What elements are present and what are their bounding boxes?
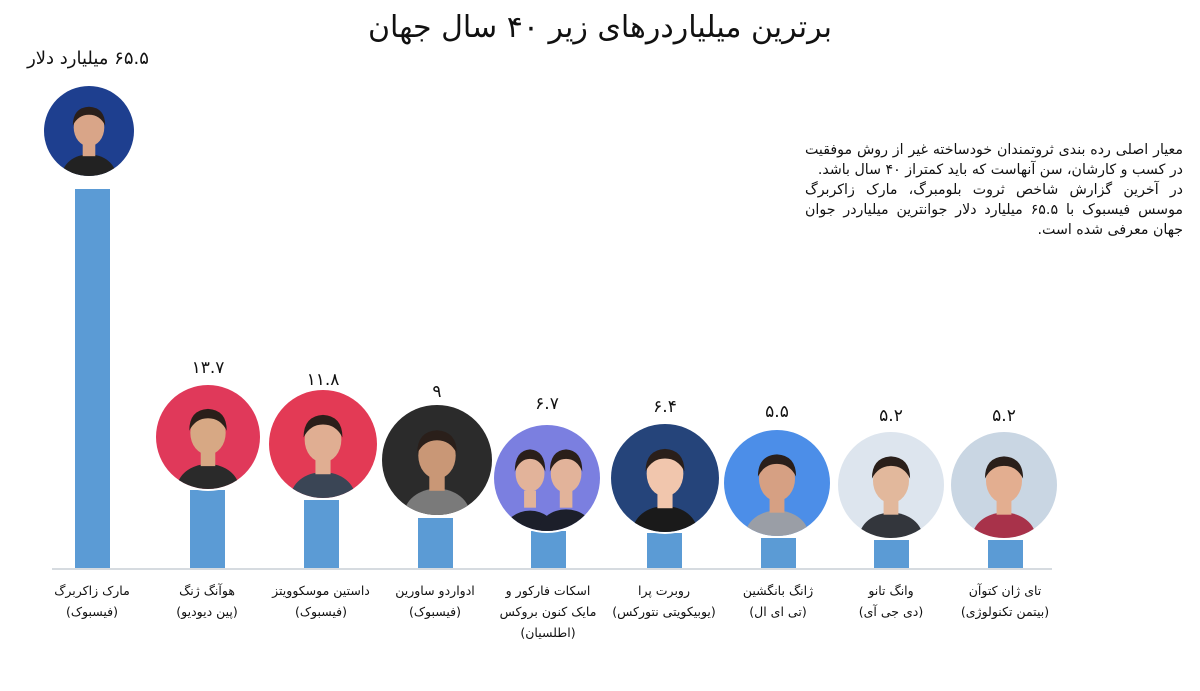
person-name: داستین موسکوویتز bbox=[272, 583, 370, 598]
company-name: (یوبیکویتی نتورکس) bbox=[612, 604, 716, 619]
company-name: (بیتمن تکنولوژی) bbox=[960, 604, 1050, 619]
value-label: ۶.۴ bbox=[653, 397, 677, 417]
bar bbox=[304, 500, 339, 568]
value-label: ۵.۲ bbox=[992, 406, 1016, 426]
note-paragraph-2: در آخرین گزارش شاخص ثروت بلومبرگ، مارک ز… bbox=[805, 182, 1184, 238]
company-name: (فیسبوک) bbox=[294, 604, 348, 619]
person-name: روبرت پرا bbox=[637, 583, 691, 598]
bar bbox=[190, 490, 225, 568]
company-name: (تی ای ال) bbox=[749, 604, 807, 619]
person-name: وانگ تانو bbox=[868, 583, 914, 598]
value-label: ۹ bbox=[432, 382, 442, 402]
category-label: اسکات فارکور و مایک کنون بروکس (اطلسیان) bbox=[488, 580, 608, 643]
person-name: اسکات فارکور و bbox=[505, 583, 591, 598]
category-label: هوآنگ ژنگ (پین دیودیو) bbox=[147, 580, 267, 622]
category-label: تای ژان کتوآن (بیتمن تکنولوژی) bbox=[945, 580, 1065, 622]
value-label: ۵.۲ bbox=[879, 406, 903, 426]
person-avatar bbox=[838, 432, 944, 538]
person-name: ژانگ بانگشین bbox=[742, 583, 814, 598]
bar bbox=[75, 189, 110, 568]
top-value-label: ۶۵.۵ میلیارد دلار bbox=[27, 48, 149, 69]
category-label: روبرت پرا (یوبیکویتی نتورکس) bbox=[604, 580, 724, 622]
person-avatar bbox=[951, 432, 1057, 538]
person-avatar bbox=[269, 390, 377, 498]
bar bbox=[647, 533, 682, 568]
bar bbox=[418, 518, 453, 568]
value-label: ۱۳.۷ bbox=[191, 358, 225, 378]
bar bbox=[988, 540, 1023, 568]
category-label: ژانگ بانگشین (تی ای ال) bbox=[718, 580, 838, 622]
category-label: مارک زاکربرگ (فیسبوک) bbox=[32, 580, 152, 622]
person-avatar bbox=[44, 86, 134, 176]
annotation-note: معیار اصلی رده بندی ثروتمندان خودساخته غ… bbox=[805, 140, 1183, 240]
person-avatar bbox=[156, 385, 260, 489]
person-avatar bbox=[382, 405, 492, 515]
person-avatar bbox=[724, 430, 830, 536]
category-label: وانگ تانو (دی جی آی) bbox=[831, 580, 951, 622]
person-avatar bbox=[494, 425, 600, 531]
category-label: ادواردو ساورین (فیسبوک) bbox=[375, 580, 495, 622]
company-name: (فیسبوک) bbox=[65, 604, 119, 619]
person-name: مارک زاکربرگ bbox=[54, 583, 130, 598]
bar bbox=[761, 538, 796, 568]
value-label: ۶.۷ bbox=[535, 394, 559, 414]
bar bbox=[874, 540, 909, 568]
x-axis-baseline bbox=[52, 568, 1052, 570]
company-name: (دی جی آی) bbox=[858, 604, 924, 619]
category-label: داستین موسکوویتز (فیسبوک) bbox=[261, 580, 381, 622]
person-name: تای ژان کتوآن bbox=[968, 583, 1042, 598]
note-paragraph-1: معیار اصلی رده بندی ثروتمندان خودساخته غ… bbox=[805, 142, 1183, 178]
company-name: (پین دیودیو) bbox=[176, 604, 238, 619]
bar bbox=[531, 531, 566, 568]
person-name: هوآنگ ژنگ bbox=[179, 583, 235, 598]
company-name-line-2: (اطلسیان) bbox=[520, 625, 576, 640]
company-name: مایک کنون بروکس bbox=[499, 604, 597, 619]
person-name: ادواردو ساورین bbox=[395, 583, 475, 598]
value-label: ۵.۵ bbox=[765, 402, 789, 422]
chart-title: برترین میلیاردرهای زیر ۴۰ سال جهان bbox=[368, 10, 832, 45]
person-avatar bbox=[611, 424, 719, 532]
value-label: ۱۱.۸ bbox=[306, 370, 340, 390]
company-name: (فیسبوک) bbox=[408, 604, 462, 619]
